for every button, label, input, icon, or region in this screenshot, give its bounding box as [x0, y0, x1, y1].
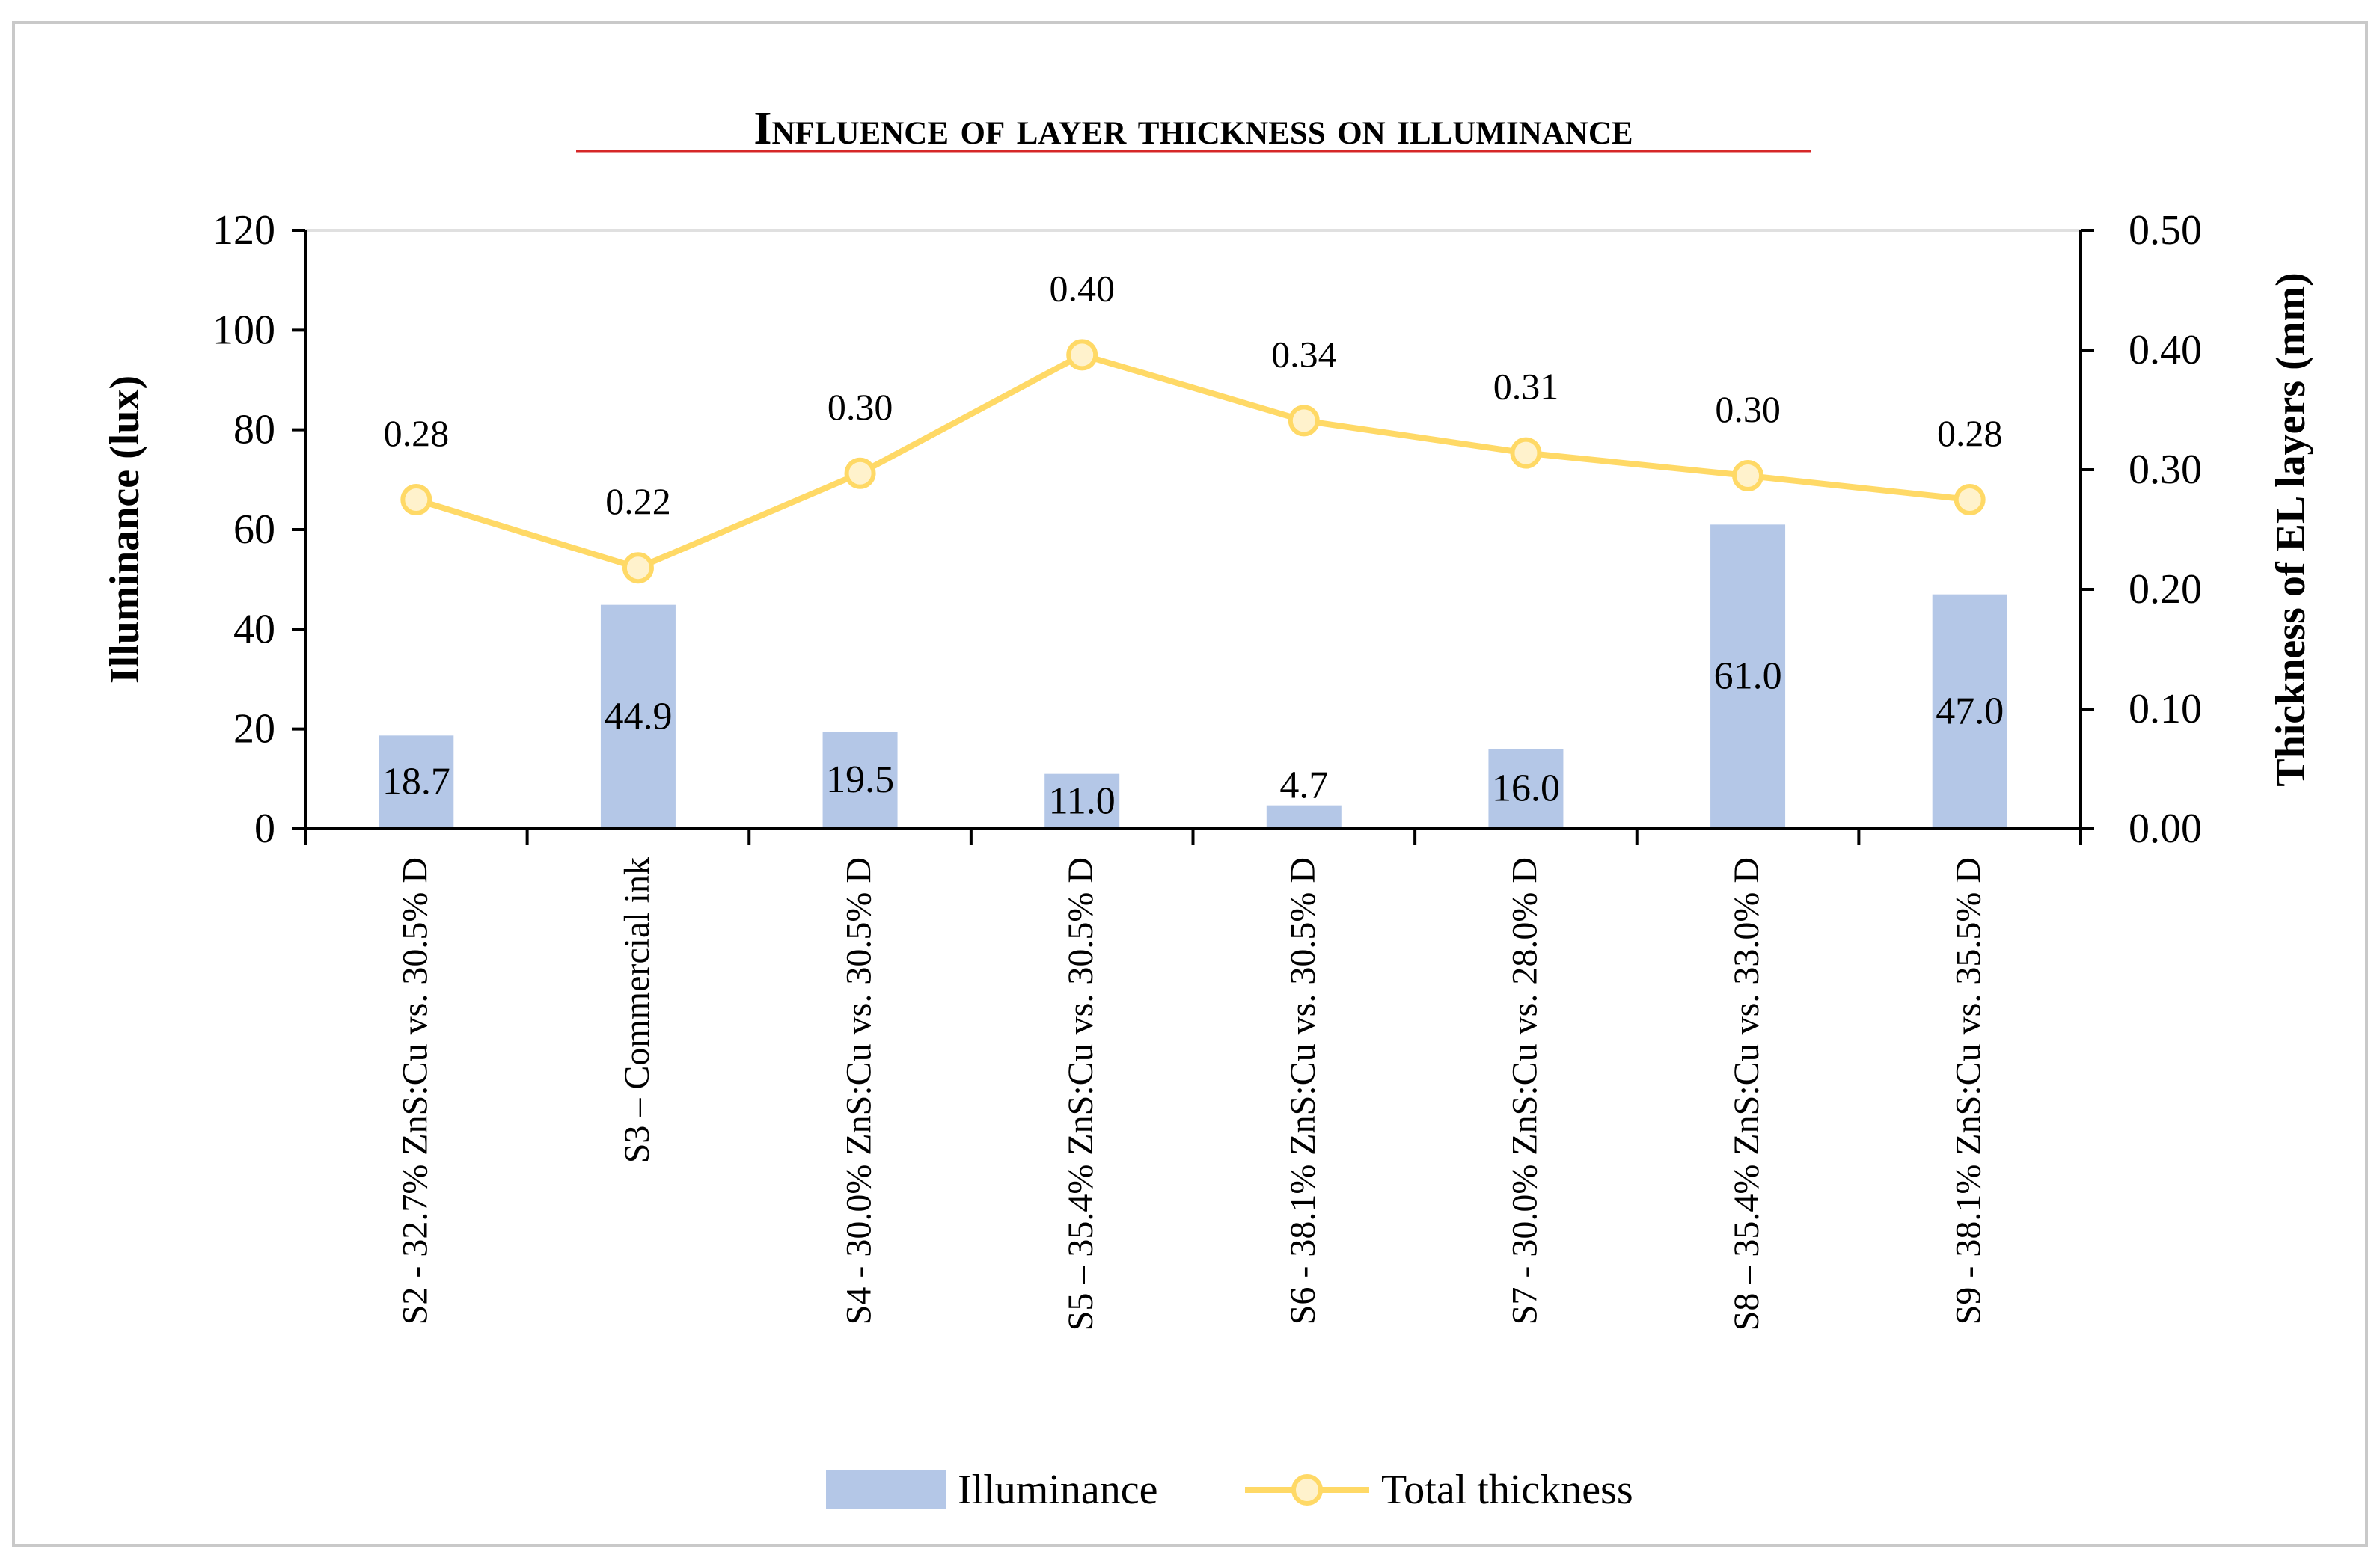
- thickness-point-6: [1510, 437, 1542, 469]
- x-tick-label-1: S2 - 32.7% ZnS:Cu vs. 30.5% D: [395, 857, 435, 1325]
- thickness-point-5: [1288, 405, 1320, 437]
- bar-1: [379, 735, 454, 829]
- y-tick-label-20: 20: [233, 706, 275, 752]
- thickness-label-3: 0.30: [828, 386, 893, 428]
- bar-label-3: 19.5: [826, 758, 894, 801]
- line-series: [400, 339, 1986, 584]
- thickness-point-7: [1732, 460, 1764, 491]
- bar-7: [1710, 524, 1786, 829]
- figure-border: [12, 21, 2368, 1547]
- y2-axis-title: Thickness of EL layers (mm): [2268, 272, 2314, 787]
- y2-tick-label-0.50: 0.50: [2129, 207, 2202, 254]
- y-tick-label-100: 100: [212, 307, 275, 353]
- thickness-label-4: 0.40: [1049, 267, 1115, 309]
- thickness-label-2: 0.22: [605, 480, 671, 522]
- x-tick-label-8: S9 - 38.1% ZnS:Cu vs. 35.5% D: [1949, 857, 1989, 1325]
- legend-swatch-illuminance: [826, 1470, 946, 1509]
- bar-8: [1932, 594, 2007, 829]
- x-tick-label-3: S4 - 30.0% ZnS:Cu vs. 30.5% D: [839, 857, 879, 1325]
- thickness-point-8: [1954, 484, 1986, 515]
- bar-4: [1044, 773, 1120, 829]
- thickness-point-1: [400, 484, 432, 515]
- y-tick-label-80: 80: [233, 407, 275, 453]
- thickness-label-6: 0.31: [1493, 366, 1559, 408]
- x-tick-label-2: S3 – Commercial ink: [617, 857, 657, 1163]
- bar-label-7: 61.0: [1714, 655, 1782, 698]
- bar-series: [379, 524, 2007, 829]
- y-axis-title: Illuminance (lux): [102, 375, 148, 684]
- x-tick-label-6: S7 - 30.0% ZnS:Cu vs. 28.0% D: [1505, 857, 1544, 1325]
- thickness-line: [415, 352, 1971, 571]
- legend: Illuminance Total thickness: [826, 1467, 1633, 1513]
- axes: 0 20 40 60 80 100 120 0.00 0.10 0.20 0.30 0.40 0.50 S…: [212, 207, 2202, 1331]
- bar-label-4: 11.0: [1049, 779, 1116, 822]
- bar-3: [822, 732, 898, 829]
- bar-2: [600, 604, 676, 829]
- bar-label-2: 44.9: [604, 695, 672, 737]
- thickness-label-7: 0.30: [1715, 388, 1781, 430]
- thickness-label-5: 0.34: [1271, 333, 1337, 375]
- bar-label-5: 4.7: [1279, 764, 1328, 807]
- thickness-point-2: [622, 552, 654, 584]
- y-tick-label-120: 120: [212, 207, 275, 254]
- y2-tick-label-0.30: 0.30: [2129, 447, 2202, 493]
- thickness-point-3: [844, 457, 876, 489]
- line-data-labels: 0.28 0.22 0.30 0.40 0.34 0.31 0.30 0.28: [384, 267, 2003, 522]
- bar-label-8: 47.0: [1936, 690, 2004, 732]
- thickness-label-1: 0.28: [384, 412, 450, 454]
- x-tick-label-5: S6 - 38.1% ZnS:Cu vs. 30.5% D: [1283, 857, 1323, 1325]
- legend-swatch-thickness-marker: [1291, 1474, 1323, 1506]
- bar-data-labels: 18.7 44.9 19.5 11.0 4.7 16.0 61.0 47.0: [382, 655, 2004, 823]
- y-tick-label-0: 0: [254, 806, 275, 852]
- x-tick-label-7: S8 – 35.4% ZnS:Cu vs. 33.0% D: [1727, 857, 1766, 1331]
- bar-6: [1488, 749, 1564, 829]
- y-tick-label-60: 60: [233, 506, 275, 553]
- chart-title: Influence of layer thickness on illumina…: [753, 103, 1633, 154]
- legend-label-illuminance: Illuminance: [958, 1467, 1157, 1513]
- bar-5: [1266, 805, 1342, 829]
- bar-label-1: 18.7: [382, 761, 450, 803]
- thickness-label-8: 0.28: [1937, 412, 2003, 454]
- y2-tick-label-0.00: 0.00: [2129, 806, 2202, 852]
- y2-tick-label-0.20: 0.20: [2129, 566, 2202, 613]
- y2-tick-label-0.10: 0.10: [2129, 686, 2202, 732]
- x-tick-label-4: S5 – 35.4% ZnS:Cu vs. 30.5% D: [1061, 857, 1101, 1331]
- legend-label-thickness: Total thickness: [1381, 1467, 1633, 1513]
- y-tick-label-40: 40: [233, 606, 275, 652]
- bar-label-6: 16.0: [1492, 767, 1560, 810]
- thickness-point-4: [1066, 339, 1098, 371]
- y2-tick-label-0.40: 0.40: [2129, 327, 2202, 373]
